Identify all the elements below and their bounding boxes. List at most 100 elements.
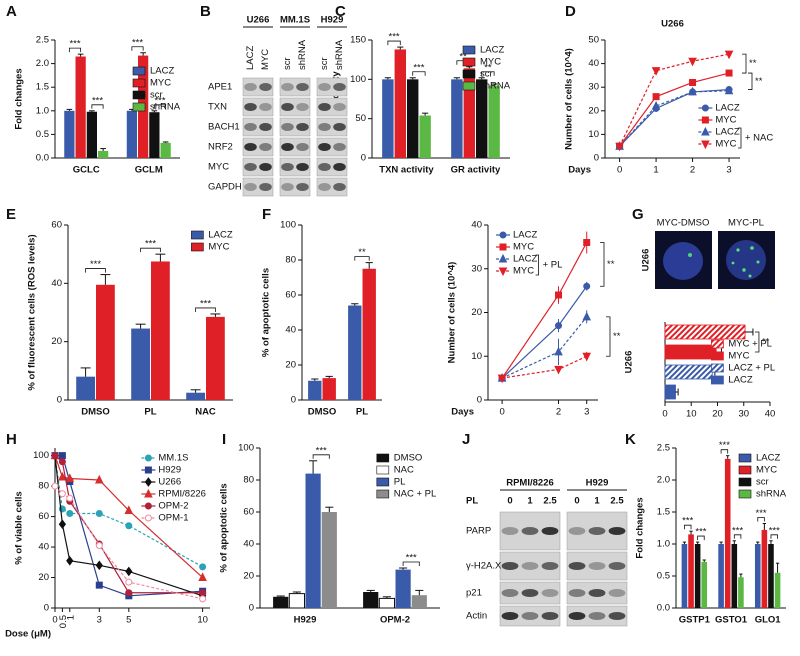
x-tick-label: 0.5 <box>58 615 69 628</box>
marker <box>144 502 152 510</box>
significance-label: *** <box>682 516 693 527</box>
blot-band <box>296 163 309 171</box>
blot-row-label: MYC <box>208 162 229 173</box>
marker <box>689 78 697 86</box>
significance-label: ** <box>762 337 770 348</box>
marker <box>125 589 133 597</box>
lane-label: 2.5 <box>543 496 557 507</box>
blot-band <box>318 183 331 191</box>
legend-label: MYC <box>513 242 534 253</box>
legend-label: MYC <box>150 78 171 89</box>
significance-label: ** <box>607 259 615 270</box>
bar <box>75 56 86 158</box>
blot-strip <box>242 157 274 177</box>
x-tick-label: 0 <box>662 409 667 420</box>
blot-band <box>318 123 331 131</box>
legend-label: LACZ <box>728 375 752 386</box>
marker <box>125 566 133 577</box>
marker <box>66 494 74 502</box>
significance-bracket <box>354 256 370 261</box>
blot-band <box>259 163 272 171</box>
marker <box>95 510 103 518</box>
x-axis-label: Dose (μM) <box>5 629 51 640</box>
marker <box>144 488 153 498</box>
legend-label: MYC <box>715 139 736 150</box>
panel-letter: J <box>462 431 470 448</box>
x-tick-label: GSTP1 <box>679 615 711 626</box>
significance-label: *** <box>145 239 156 250</box>
marker <box>724 85 734 95</box>
significance-bracket <box>742 53 747 74</box>
legend-swatch <box>738 465 752 475</box>
lane-label: 0 <box>507 496 512 507</box>
panel-letter: E <box>6 206 16 223</box>
legend-swatch <box>711 339 724 349</box>
marker <box>701 104 709 112</box>
panel-letter: K <box>625 431 636 448</box>
significance-label: ** <box>613 331 621 342</box>
legend-swatch <box>711 363 724 373</box>
legend-swatch <box>462 81 476 91</box>
bar <box>305 473 321 608</box>
marker <box>651 67 661 76</box>
y-tick-label: 40 <box>471 220 482 231</box>
bar <box>407 79 419 158</box>
y-tick-label: 50 <box>588 35 599 46</box>
marker <box>66 555 74 566</box>
bar <box>64 110 75 158</box>
legend-note: + NAC <box>745 133 773 144</box>
bar <box>348 305 362 400</box>
x-tick-label: 30 <box>738 409 749 420</box>
bar <box>186 392 205 400</box>
bar <box>681 544 688 608</box>
y-tick-label: 60 <box>51 220 62 231</box>
series-line <box>619 53 730 147</box>
bar <box>463 68 475 158</box>
significance-label: *** <box>316 445 327 456</box>
blot-band <box>281 183 294 191</box>
legend-label: NAC <box>394 465 414 476</box>
marker <box>199 589 207 597</box>
blot-band <box>333 103 346 111</box>
marker <box>198 572 207 582</box>
blot-band <box>333 183 346 191</box>
lane-label: shRNA <box>297 39 308 70</box>
blot-band <box>296 103 309 111</box>
significance-bracket <box>402 561 420 566</box>
x-tick-label: NAC <box>195 407 216 418</box>
blot-strip <box>316 137 348 157</box>
legend-swatch <box>191 230 204 240</box>
significance-label: *** <box>200 298 211 309</box>
blot-band <box>259 83 272 91</box>
legend-label: MYC <box>715 115 736 126</box>
bar <box>363 592 379 608</box>
marker <box>51 482 59 490</box>
bar <box>151 261 170 400</box>
y-tick-label: 100 <box>33 450 49 461</box>
x-tick-label: 10 <box>197 615 208 626</box>
legend-label: MYC + PL <box>728 339 772 350</box>
significance-bracket <box>312 454 330 459</box>
significance-bracket <box>481 71 495 76</box>
x-tick-label: 20 <box>712 409 723 420</box>
y-axis-label: Number of cells (10^4) <box>564 48 575 150</box>
panel-letter: F <box>262 206 271 223</box>
y-tick-label: 30 <box>588 82 599 93</box>
marker <box>125 578 133 586</box>
y-tick-label: 0.0 <box>36 153 49 164</box>
significance-label: *** <box>92 95 103 106</box>
bar <box>394 49 406 158</box>
blot-band <box>501 527 519 535</box>
y-tick-label: 30 <box>471 263 482 274</box>
bar <box>664 384 676 400</box>
legend-swatch <box>376 465 390 475</box>
blot-band <box>259 103 272 111</box>
marker <box>701 140 710 150</box>
lane-label: shRNA <box>334 39 345 70</box>
legend-label: MYC <box>756 465 777 476</box>
legend-swatch <box>132 102 146 112</box>
blot-band <box>501 612 519 620</box>
blot-band <box>281 103 294 111</box>
nucleus <box>663 242 703 280</box>
significance-bracket <box>606 316 611 357</box>
